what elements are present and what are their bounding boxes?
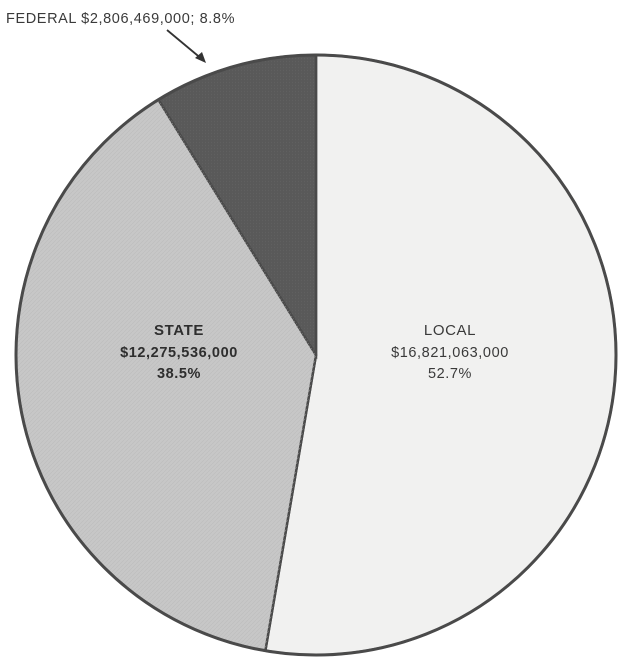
pie-outline: [14, 53, 618, 657]
pie-slice-texture-state: [16, 99, 316, 651]
local-percent-label: 52.7%: [428, 366, 472, 382]
state-slice-labels: STATE $12,275,536,000 38.5%: [120, 322, 238, 382]
pie-slice-texture-federal: [158, 54, 316, 355]
local-amount-label: $16,821,063,000: [391, 345, 509, 361]
state-percent-label: 38.5%: [157, 366, 201, 382]
federal-callout-label: FEDERAL $2,806,469,000; 8.8%: [6, 11, 235, 27]
state-amount-label: $12,275,536,000: [120, 345, 238, 361]
federal-callout-arrow: [166, 29, 206, 63]
slice-textures: [16, 54, 316, 651]
state-name-label: STATE: [154, 322, 204, 339]
local-slice-labels: LOCAL $16,821,063,000 52.7%: [391, 322, 509, 382]
local-name-label: LOCAL: [424, 322, 476, 339]
